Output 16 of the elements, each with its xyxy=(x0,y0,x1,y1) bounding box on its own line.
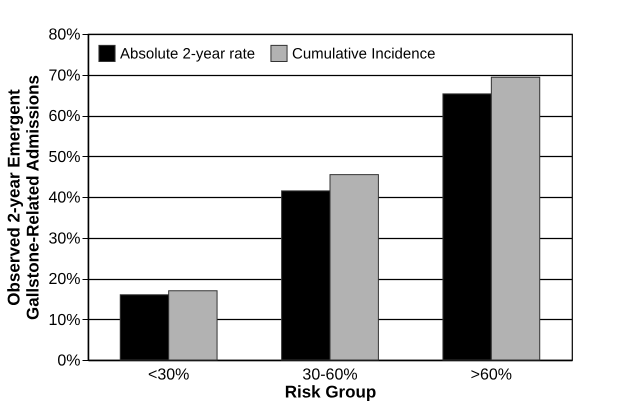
y-axis-title: Observed 2-year Emergent Gallstone-Related Admissions xyxy=(4,75,42,320)
y-tick-label: 80% xyxy=(48,26,80,44)
x-tick-label: <30% xyxy=(148,366,190,384)
y-tick-label: 20% xyxy=(48,271,80,288)
y-tick-label: 70% xyxy=(48,67,80,84)
legend-label: Cumulative Incidence xyxy=(292,45,436,62)
x-tick-label: >60% xyxy=(470,366,512,384)
y-tick-label: 10% xyxy=(48,312,80,329)
y-tick-label: 40% xyxy=(48,190,80,206)
y-tick-label: 50% xyxy=(48,148,80,166)
x-tick-label: 30-60% xyxy=(302,366,358,384)
y-tick-label: 60% xyxy=(48,108,80,125)
y-tick-label: 0% xyxy=(57,352,80,370)
legend-label: Absolute 2-year rate xyxy=(120,45,256,62)
y-tick-label: 30% xyxy=(48,230,80,248)
x-axis-title: Risk Group xyxy=(284,382,376,402)
